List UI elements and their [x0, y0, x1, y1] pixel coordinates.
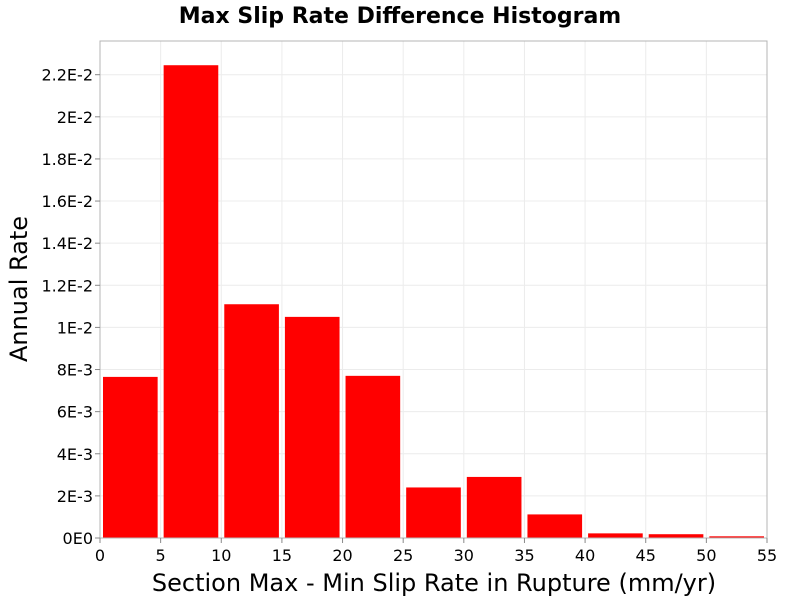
- x-tick-label: 15: [272, 546, 292, 565]
- histogram-bar: [163, 65, 219, 538]
- histogram-bar: [406, 487, 461, 538]
- x-tick-label: 10: [211, 546, 231, 565]
- x-tick-label: 20: [332, 546, 352, 565]
- x-tick-label: 40: [575, 546, 595, 565]
- y-tick-label: 6E-3: [57, 403, 93, 422]
- x-tick-label: 30: [454, 546, 474, 565]
- histogram-bar: [345, 375, 401, 538]
- histogram-bar: [648, 534, 704, 538]
- y-tick-label: 4E-3: [57, 445, 93, 464]
- y-tick-label: 2.2E-2: [41, 66, 93, 85]
- y-tick-label: 1.6E-2: [41, 192, 93, 211]
- y-axis-ticks: 0E0 2E-3 4E-3 6E-3 8E-3 1E-2 1.2E-2 1.4E-2 1.6E-…: [41, 66, 100, 548]
- histogram-bar: [588, 533, 643, 538]
- histogram-bar: [709, 536, 764, 538]
- x-tick-label: 50: [696, 546, 716, 565]
- x-tick-label: 45: [636, 546, 656, 565]
- y-tick-label: 1.2E-2: [41, 276, 93, 295]
- x-tick-label: 55: [757, 546, 777, 565]
- histogram-bar: [527, 514, 583, 538]
- histogram-bar: [103, 376, 158, 538]
- y-tick-label: 1.4E-2: [41, 234, 93, 253]
- bar-layer: [103, 65, 764, 538]
- histogram-bar: [466, 476, 522, 538]
- y-tick-label: 0E0: [63, 529, 93, 548]
- x-axis-title: Section Max - Min Slip Rate in Rupture (…: [152, 569, 716, 597]
- x-tick-label: 25: [393, 546, 413, 565]
- x-tick-label: 5: [156, 546, 166, 565]
- plot-frame: [99, 40, 768, 539]
- histogram-bar: [224, 304, 279, 538]
- x-tick-label: 0: [95, 546, 105, 565]
- chart-title: Max Slip Rate Difference Histogram: [179, 4, 621, 29]
- x-tick-label: 35: [514, 546, 534, 565]
- y-tick-label: 1E-2: [57, 318, 93, 337]
- histogram-bar: [284, 316, 340, 538]
- y-tick-label: 2E-3: [57, 487, 93, 506]
- x-axis-ticks: 0 5 10 15 20 25 30 35 40 45 50 55: [95, 538, 777, 565]
- y-tick-label: 2E-2: [57, 108, 93, 127]
- y-axis-title: Annual Rate: [5, 216, 33, 362]
- y-tick-label: 8E-3: [57, 361, 93, 380]
- y-tick-label: 1.8E-2: [41, 150, 93, 169]
